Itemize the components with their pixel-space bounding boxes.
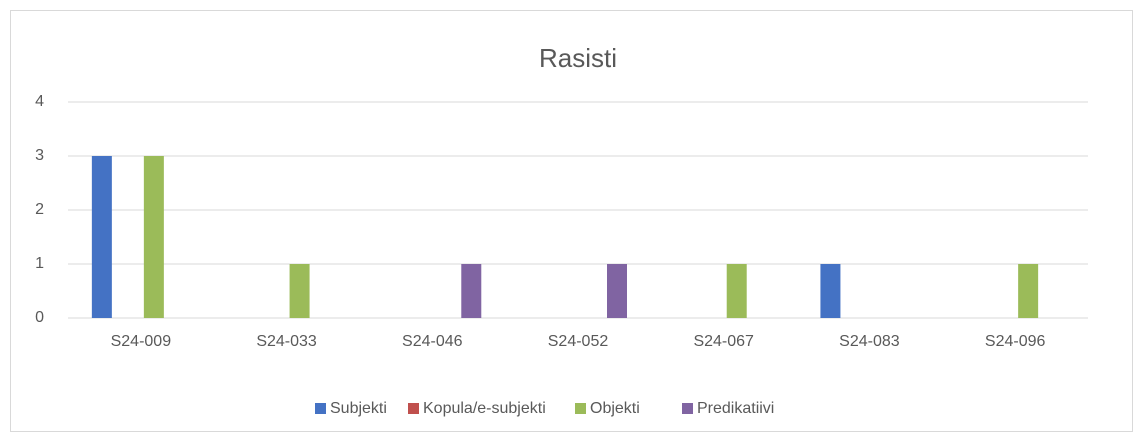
x-tick-label: S24-009: [111, 333, 172, 350]
bar: [820, 264, 841, 318]
legend-label: Kopula/e-subjekti: [423, 400, 546, 417]
chart-border: [10, 10, 1133, 432]
y-tick-label: 1: [35, 255, 44, 272]
bar: [726, 264, 747, 318]
x-tick-label: S24-096: [985, 333, 1046, 350]
bar: [143, 156, 164, 318]
legend-swatch: [682, 403, 693, 414]
legend-label: Predikatiivi: [697, 400, 774, 417]
legend-swatch: [408, 403, 419, 414]
y-tick-label: 0: [35, 309, 44, 326]
chart-title: Rasisti: [539, 43, 617, 73]
bar: [91, 156, 112, 318]
legend-label: Subjekti: [330, 400, 387, 417]
x-tick-label: S24-083: [839, 333, 900, 350]
bar: [289, 264, 310, 318]
y-tick-label: 2: [35, 201, 44, 218]
legend-label: Objekti: [590, 400, 640, 417]
legend-swatch: [315, 403, 326, 414]
legend-swatch: [575, 403, 586, 414]
x-tick-label: S24-046: [402, 333, 463, 350]
y-tick-label: 4: [35, 93, 44, 110]
bar: [461, 264, 482, 318]
y-tick-label: 3: [35, 147, 44, 164]
x-tick-label: S24-067: [693, 333, 754, 350]
x-tick-label: S24-033: [256, 333, 317, 350]
bar: [1018, 264, 1039, 318]
bar: [607, 264, 627, 318]
x-tick-label: S24-052: [548, 333, 609, 350]
